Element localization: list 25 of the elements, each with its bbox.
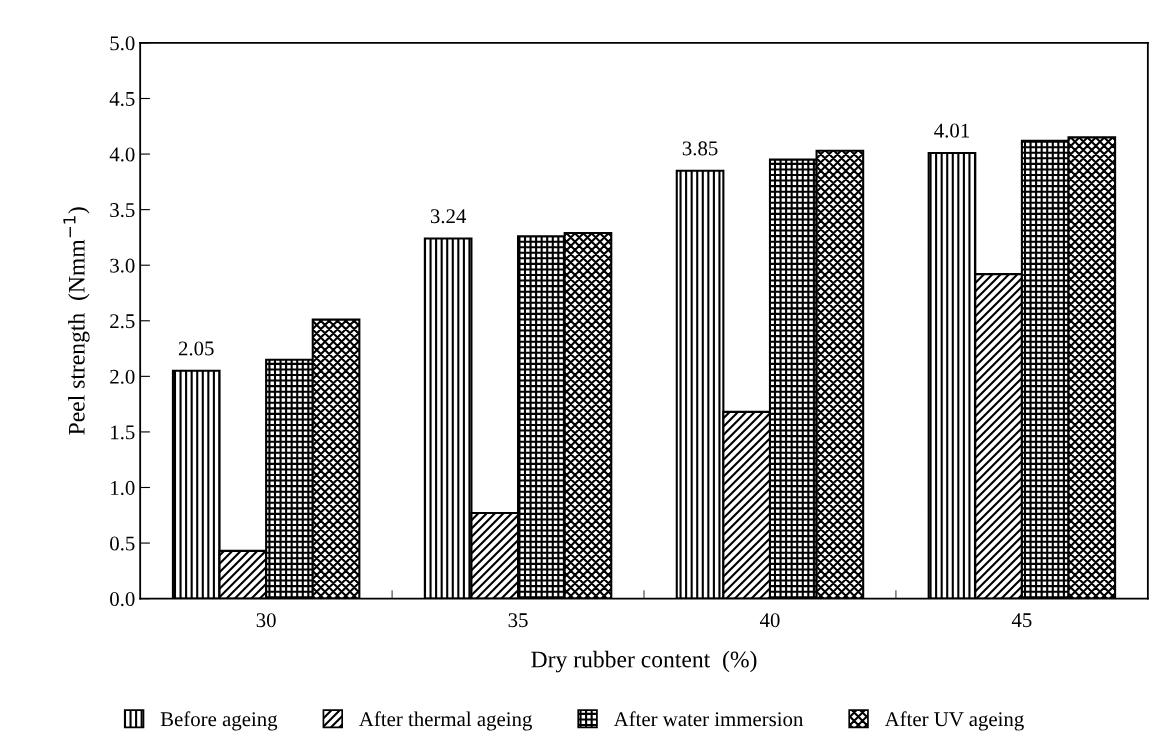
x-tick-label: 35 (508, 613, 528, 628)
x-tick-label: 30 (256, 613, 276, 628)
x-tick-label: 45 (1011, 613, 1032, 628)
data-label: 3.24 (430, 209, 467, 224)
y-tick-label: 2.0 (110, 369, 135, 384)
y-tick-label: 4.0 (109, 147, 135, 162)
x-tick-label: 40 (759, 613, 780, 628)
data-label: 2.05 (178, 341, 214, 356)
y-axis-title: Peel strength (Nmm$^{−1}$) (63, 207, 90, 435)
legend-label: After UV ageing (884, 711, 1024, 731)
y-tick-label: 3.0 (110, 258, 135, 273)
y-tick-label: 3.5 (110, 203, 135, 218)
y-tick-label: 2.5 (110, 314, 135, 329)
y-tick-label: 0.0 (110, 592, 135, 607)
y-tick-label: 1.5 (111, 425, 135, 440)
y-tick-label: 4.5 (109, 92, 135, 107)
legend-label: Before ageing (160, 711, 278, 731)
y-tick-label: 1.0 (111, 480, 135, 496)
legend-label: After water immersion (613, 711, 804, 727)
y-tick-label: 5.0 (110, 36, 135, 51)
x-axis-title: Dry rubber content (%) (531, 650, 757, 673)
legend-label: After thermal ageing (359, 711, 532, 731)
y-tick-label: 0.5 (110, 536, 135, 551)
data-label: 4.01 (934, 123, 969, 138)
data-label: 3.85 (682, 141, 718, 156)
